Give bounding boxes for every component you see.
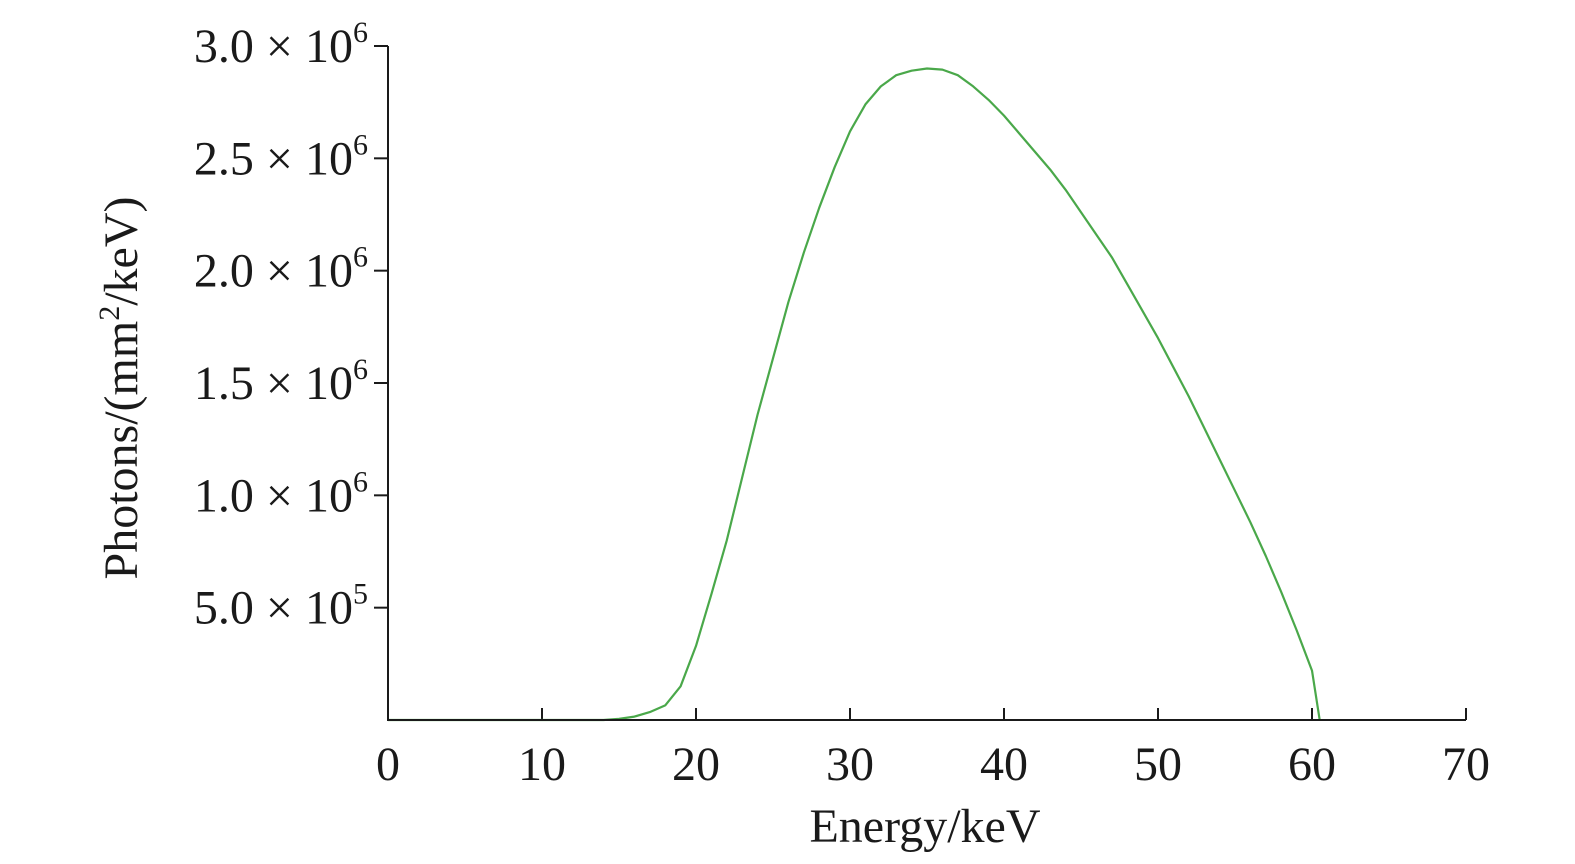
y-tick-exponent: 6 (353, 16, 368, 49)
x-tick-label: 10 (518, 738, 566, 791)
y-tick-mantissa: 5.0 × 10 (194, 582, 353, 635)
y-tick-mantissa: 2.0 × 10 (194, 245, 353, 298)
x-tick-label: 30 (826, 738, 874, 791)
x-tick-label: 70 (1442, 738, 1490, 791)
x-tick-label: 50 (1134, 738, 1182, 791)
y-axis-title: Photons/(mm2/keV) (93, 197, 148, 580)
y-tick-label: 1.0 × 106 (194, 465, 368, 522)
spectrum-line (388, 67, 1321, 722)
y-tick-exponent: 6 (353, 465, 368, 498)
x-tick-label: 60 (1288, 738, 1336, 791)
x-tick-label: 20 (672, 738, 720, 791)
x-tick-label: 40 (980, 738, 1028, 791)
y-axis-title-suffix: /keV) (95, 197, 148, 306)
y-tick-mantissa: 1.5 × 10 (194, 357, 353, 410)
y-tick-mantissa: 3.0 × 10 (194, 20, 353, 73)
x-axis-title: Energy/keV (809, 800, 1040, 853)
x-tick-label: 0 (376, 738, 400, 791)
series-layer (388, 67, 1321, 722)
y-tick-exponent: 6 (353, 128, 368, 161)
y-tick-exponent: 5 (353, 578, 368, 611)
x-axis-ticks: 0 10 20 30 40 50 60 70 (376, 708, 1490, 791)
y-tick-label: 1.5 × 106 (194, 353, 368, 410)
y-tick-label: 2.0 × 106 (194, 241, 368, 298)
y-tick-exponent: 6 (353, 241, 368, 274)
y-tick-label: 5.0 × 105 (194, 578, 368, 635)
y-tick-exponent: 6 (353, 353, 368, 386)
y-axis-title-superscript: 2 (93, 306, 126, 321)
y-axis-title-prefix: Photons/(mm (95, 321, 148, 580)
y-tick-label: 3.0 × 106 (194, 16, 368, 73)
y-tick-label: 2.5 × 106 (194, 128, 368, 185)
y-tick-mantissa: 2.5 × 10 (194, 132, 353, 185)
y-tick-mantissa: 1.0 × 10 (194, 469, 353, 522)
